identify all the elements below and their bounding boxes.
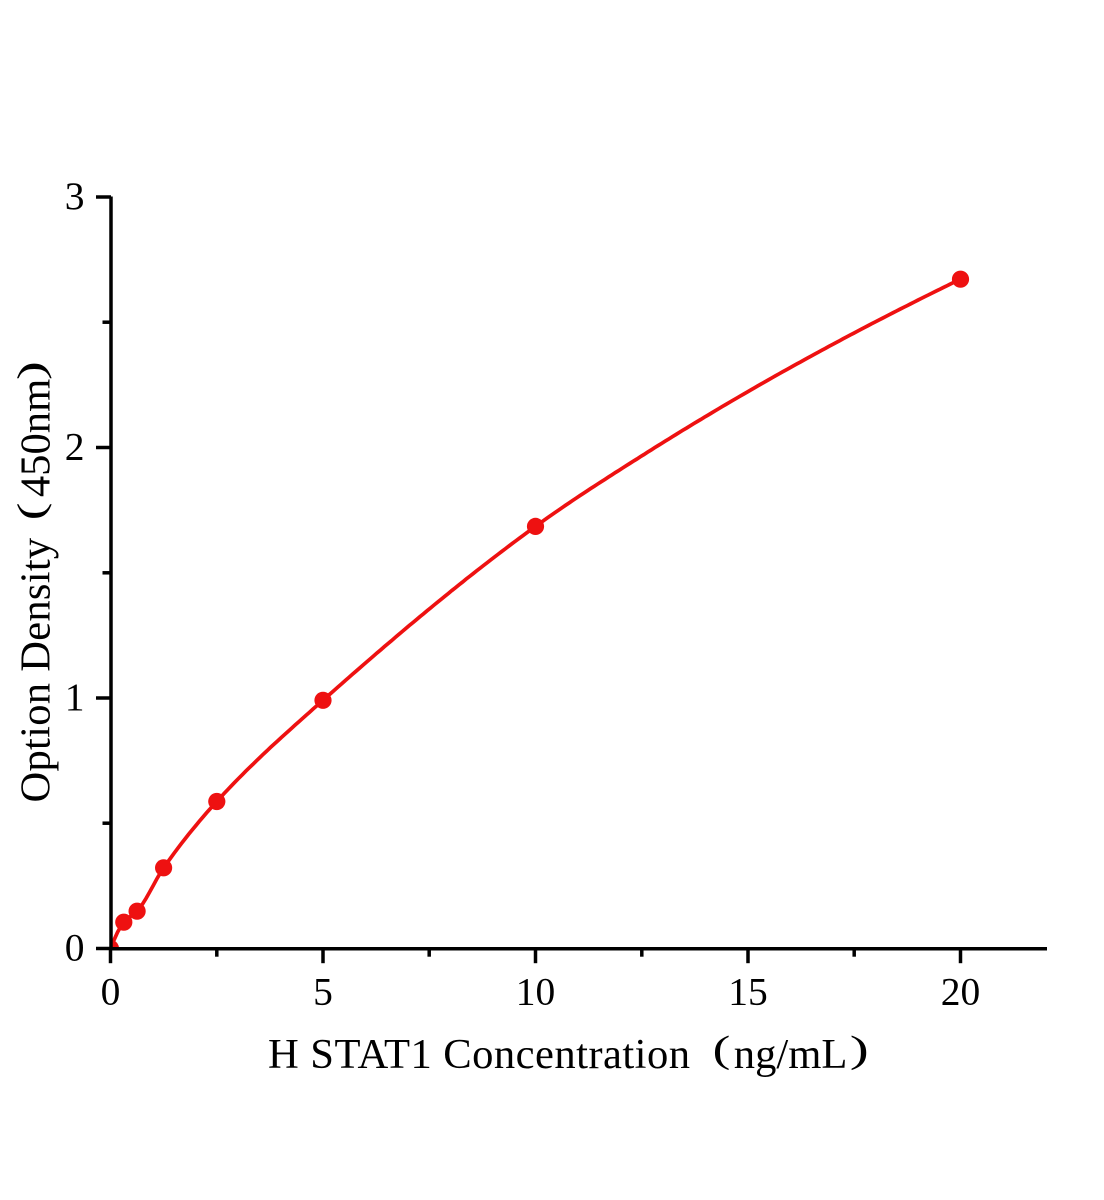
svg-text:Option Density: Option Density bbox=[13, 537, 60, 802]
svg-text:ng/mL: ng/mL bbox=[734, 1031, 848, 1078]
svg-text:2: 2 bbox=[65, 424, 85, 468]
svg-text:5: 5 bbox=[313, 969, 333, 1013]
svg-text:1: 1 bbox=[65, 675, 85, 719]
svg-text:3: 3 bbox=[65, 174, 85, 218]
svg-text:10: 10 bbox=[516, 969, 556, 1013]
svg-text:0: 0 bbox=[65, 925, 85, 969]
svg-text:): ) bbox=[850, 1029, 869, 1071]
svg-text:(: ( bbox=[10, 502, 52, 520]
svg-text:(: ( bbox=[713, 1028, 731, 1070]
svg-text:15: 15 bbox=[728, 969, 768, 1013]
svg-text:450nm: 450nm bbox=[13, 379, 60, 497]
svg-text:): ) bbox=[11, 361, 53, 380]
svg-text:20: 20 bbox=[941, 969, 981, 1013]
svg-text:H STAT1 Concentration: H STAT1 Concentration bbox=[268, 1031, 690, 1078]
svg-text:0: 0 bbox=[101, 969, 121, 1013]
